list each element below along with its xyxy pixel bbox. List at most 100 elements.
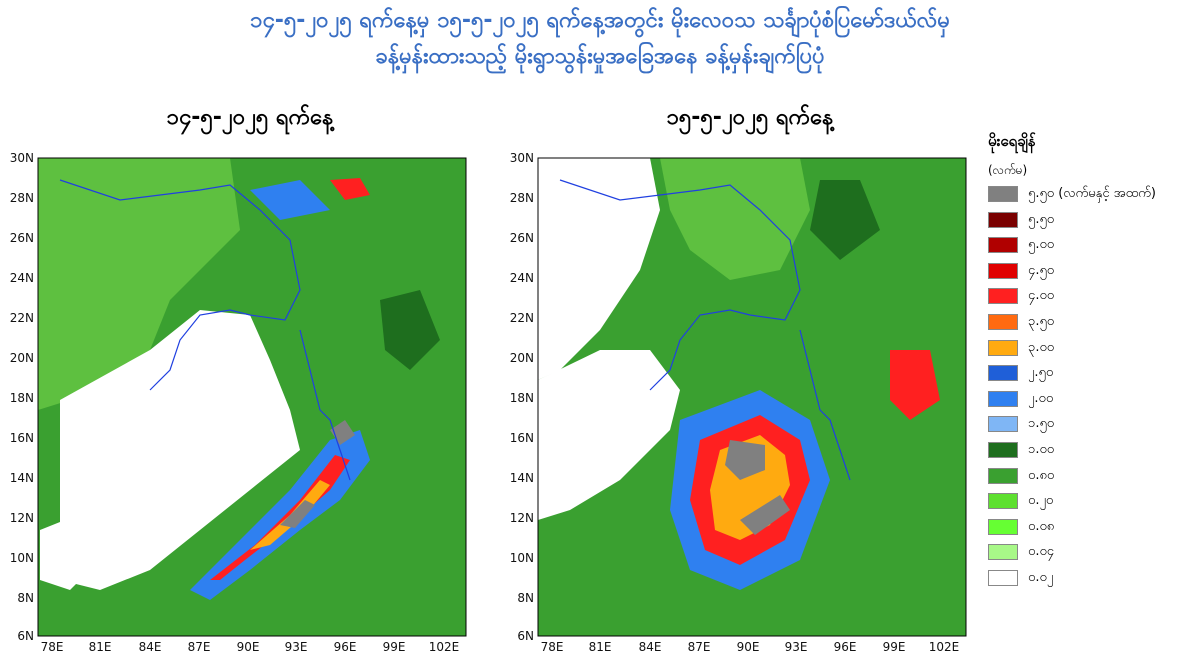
lat-tick-20n: 20N xyxy=(10,351,34,365)
rainfall-legend: မိုးရေချိန် (လက်မ) ၅.၅၀ (လက်မနှင့် အထက်)… xyxy=(988,132,1198,594)
legend-item: ၁.၀၀ xyxy=(988,440,1198,466)
lon-tick-93e: 93E xyxy=(785,640,808,654)
rainfall-map-day-1: 30N 28N 26N 24N 22N 20N 18N 16N 14N 12N … xyxy=(0,150,470,654)
main-title-line-2: ခန့်မှန်းထားသည့် မိုးရွာသွန်းမှုအခြေအနေ … xyxy=(375,44,825,69)
lat-tick-8n: 8N xyxy=(17,591,34,605)
legend-label: ၄.၀၀ xyxy=(1028,288,1055,304)
legend-swatch xyxy=(988,237,1018,254)
legend-swatch xyxy=(988,569,1018,586)
legend-item: ၀.၀၂ xyxy=(988,568,1198,594)
map-1-lon-axis: 78E 81E 84E 87E 90E 93E 96E 99E 102E xyxy=(41,640,460,654)
lat-tick-28n: 28N xyxy=(10,191,34,205)
legend-label: ၀.၀၂ xyxy=(1028,569,1054,585)
lat-tick-24n: 24N xyxy=(10,271,34,285)
legend-swatch xyxy=(988,518,1018,535)
legend-label: ၅.၅၀ (လက်မနှင့် အထက်) xyxy=(1028,186,1156,201)
lat-tick-14n: 14N xyxy=(510,471,534,485)
legend-item: ၀.၂၀ xyxy=(988,491,1198,517)
lon-tick-96e: 96E xyxy=(834,640,857,654)
lat-tick-10n: 10N xyxy=(510,551,534,565)
lon-tick-81e: 81E xyxy=(89,640,112,654)
legend-item: ၃.၅၀ xyxy=(988,312,1198,338)
lat-tick-6n: 6N xyxy=(17,629,34,643)
legend-label: ၃.၀၀ xyxy=(1028,339,1055,355)
lat-tick-30n: 30N xyxy=(10,151,34,165)
lon-tick-87e: 87E xyxy=(188,640,211,654)
legend-item: ၄.၅၀ xyxy=(988,261,1198,287)
legend-item: ၂.၅၀ xyxy=(988,363,1198,389)
legend-swatch xyxy=(988,313,1018,330)
lat-tick-24n: 24N xyxy=(510,271,534,285)
lat-tick-16n: 16N xyxy=(510,431,534,445)
legend-label: ၀.၈၀ xyxy=(1028,467,1055,483)
lon-tick-93e: 93E xyxy=(285,640,308,654)
rainfall-map-1-svg: 30N 28N 26N 24N 22N 20N 18N 16N 14N 12N … xyxy=(10,151,467,643)
legend-item: ၃.၀၀ xyxy=(988,338,1198,364)
legend-label: ၂.၅၀ xyxy=(1028,365,1054,381)
legend-item: ၀.၀၈ xyxy=(988,517,1198,543)
lat-tick-26n: 26N xyxy=(10,231,34,245)
legend-item: ၅.၅၀ xyxy=(988,210,1198,236)
legend-label: ၀.၀၈ xyxy=(1028,518,1055,534)
legend-label: ၅.၅၀ xyxy=(1028,211,1055,227)
map-2-lon-axis: 78E 81E 84E 87E 90E 93E 96E 99E 102E xyxy=(541,640,960,654)
lon-tick-84e: 84E xyxy=(139,640,162,654)
lon-tick-87e: 87E xyxy=(688,640,711,654)
lat-tick-20n: 20N xyxy=(510,351,534,365)
legend-swatch xyxy=(988,262,1018,279)
lon-tick-90e: 90E xyxy=(237,640,260,654)
lat-tick-28n: 28N xyxy=(510,191,534,205)
lat-tick-22n: 22N xyxy=(10,311,34,325)
legend-swatch xyxy=(988,186,1018,202)
legend-swatch xyxy=(988,365,1018,382)
lon-tick-78e: 78E xyxy=(41,640,64,654)
lat-tick-16n: 16N xyxy=(10,431,34,445)
lat-tick-30n: 30N xyxy=(510,151,534,165)
legend-swatch xyxy=(988,390,1018,407)
lon-tick-99e: 99E xyxy=(383,640,406,654)
legend-label: ၀.၂၀ xyxy=(1028,493,1054,509)
legend-swatch xyxy=(988,288,1018,305)
legend-item: ၄.၀၀ xyxy=(988,286,1198,312)
map-2-lat-ticks: 30N 28N 26N 24N 22N 20N 18N 16N 14N 12N … xyxy=(510,151,534,643)
lon-tick-102e: 102E xyxy=(929,640,960,654)
legend-swatch xyxy=(988,441,1018,458)
lon-tick-102e: 102E xyxy=(429,640,460,654)
lat-tick-22n: 22N xyxy=(510,311,534,325)
lon-tick-84e: 84E xyxy=(639,640,662,654)
lat-tick-18n: 18N xyxy=(510,391,534,405)
rainfall-map-day-2: 30N 28N 26N 24N 22N 20N 18N 16N 14N 12N … xyxy=(500,150,970,654)
lat-tick-12n: 12N xyxy=(10,511,34,525)
lat-tick-18n: 18N xyxy=(10,391,34,405)
lon-tick-96e: 96E xyxy=(334,640,357,654)
legend-item: ၂.၀၀ xyxy=(988,389,1198,415)
legend-swatch xyxy=(988,493,1018,510)
lon-tick-81e: 81E xyxy=(589,640,612,654)
lat-tick-26n: 26N xyxy=(510,231,534,245)
lon-tick-78e: 78E xyxy=(541,640,564,654)
legend-swatch xyxy=(988,211,1018,228)
lon-tick-90e: 90E xyxy=(737,640,760,654)
legend-label: ၄.၅၀ xyxy=(1028,262,1055,278)
legend-label: ၁.၅၀ xyxy=(1028,416,1055,432)
legend-label: ၁.၀၀ xyxy=(1028,441,1055,457)
lon-tick-99e: 99E xyxy=(883,640,906,654)
lat-tick-6n: 6N xyxy=(517,629,534,643)
legend-items: ၅.၅၀ (လက်မနှင့် အထက်) ၅.၅၀၅.၀၀၄.၅၀၄.၀၀၃.၅… xyxy=(988,184,1198,594)
map-1-date-caption: ၁၄-၅-၂၀၂၅ ရက်နေ့ xyxy=(166,105,334,130)
legend-swatch xyxy=(988,416,1018,433)
lat-tick-14n: 14N xyxy=(10,471,34,485)
legend-swatch xyxy=(988,467,1018,484)
legend-unit: (လက်မ) xyxy=(988,163,1028,177)
legend-item: ၅.၅၀ (လက်မနှင့် အထက်) xyxy=(988,184,1198,210)
legend-item: ၀.၈၀ xyxy=(988,466,1198,492)
rainfall-map-2-svg: 30N 28N 26N 24N 22N 20N 18N 16N 14N 12N … xyxy=(510,151,967,643)
main-title-line-1: ၁၄-၅-၂၀၂၅ ရက်နေ့မှ ၁၅-၅-၂၀၂၅ ရက်နေ့အတွင်… xyxy=(249,8,950,33)
legend-swatch xyxy=(988,544,1018,561)
lat-tick-10n: 10N xyxy=(10,551,34,565)
legend-item: ၀.၀၄ xyxy=(988,542,1198,568)
legend-item: ၁.၅၀ xyxy=(988,414,1198,440)
legend-label: ၃.၅၀ xyxy=(1028,313,1055,329)
legend-swatch xyxy=(988,339,1018,356)
legend-label: ၅.၀၀ xyxy=(1028,237,1055,253)
